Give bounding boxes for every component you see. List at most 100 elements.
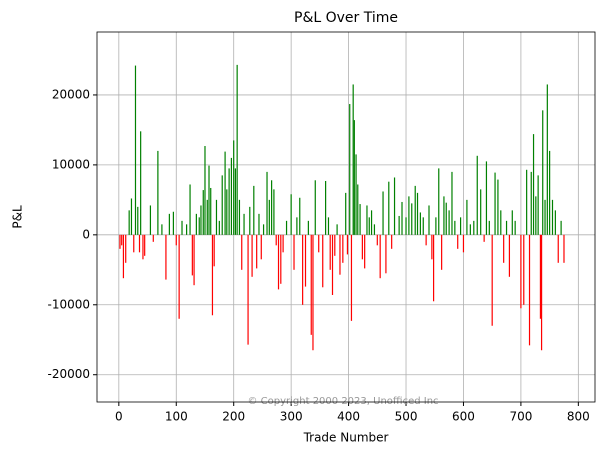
bar [505,220,508,235]
bar [408,196,410,235]
bar [202,190,204,235]
bar [334,234,336,256]
bar [411,203,413,235]
bar [443,196,445,235]
bar [373,224,376,235]
bar [224,151,226,235]
bar [161,224,163,235]
bar [385,234,387,274]
bar [345,192,347,235]
bar [314,180,316,235]
bar [483,234,485,242]
bar [339,234,341,275]
bar [500,210,502,235]
chart-title: P&L Over Time [294,10,398,26]
bar [138,234,141,253]
bar [282,234,284,253]
bar [210,187,212,235]
bar [355,154,357,235]
bar [137,206,139,235]
bar [280,234,282,284]
bar [312,234,314,351]
x-tick-label: 0 [115,410,123,424]
bar [230,157,233,235]
bar [130,198,133,235]
bar [273,189,275,235]
bar [215,199,218,235]
bar [368,217,370,235]
bar [198,217,200,235]
bar [497,179,499,235]
x-tick-label: 200 [222,410,245,424]
bar [537,175,539,235]
bar [405,217,407,235]
bar [485,161,488,235]
bar [560,220,562,235]
bar [175,234,177,246]
bar [448,210,450,235]
bar [508,234,511,277]
bar [352,84,354,235]
bar [168,213,170,235]
bar [325,180,327,235]
bar [438,168,440,235]
bar [376,234,378,246]
bar [218,220,220,235]
bar [514,220,516,235]
x-tick-label: 400 [337,410,360,424]
bar [432,234,435,302]
x-axis-label: Trade Number [303,431,389,445]
bar [364,234,366,269]
x-tick-label: 700 [509,410,532,424]
bar [549,150,551,235]
bar [285,220,288,235]
bar [275,234,277,246]
bar [152,234,154,242]
bar [401,201,403,235]
bar [277,234,280,290]
bar [144,234,146,256]
bar [503,234,505,263]
bar [322,234,324,288]
bar [466,199,468,235]
bar [462,234,465,253]
bar [539,234,542,319]
bar [122,234,125,279]
bar [532,134,535,235]
bar [193,234,195,286]
bar [125,234,127,263]
bar [233,140,235,235]
bar [293,234,295,270]
bar [165,234,167,280]
bar [181,220,183,235]
x-tick-label: 100 [165,410,188,424]
bar [262,224,265,235]
bar [318,234,320,253]
bar [526,169,528,235]
bar [393,177,396,235]
bar [366,205,368,235]
bar [195,213,197,235]
bar [260,234,262,260]
x-tick-label: 600 [452,410,475,424]
bar [200,205,202,235]
bar [431,234,433,260]
bar [208,165,210,235]
bar [540,234,543,351]
bar [441,234,443,270]
bar [336,224,338,235]
bar [302,234,304,305]
bar [542,110,544,235]
bar [414,185,416,235]
bar [544,199,546,235]
bar [128,210,130,235]
bar [523,234,525,305]
bar [178,234,180,319]
bar [357,184,359,235]
bar [243,213,245,235]
bar [476,155,478,235]
bar [238,199,241,235]
bar [271,180,273,235]
bar [350,234,353,321]
